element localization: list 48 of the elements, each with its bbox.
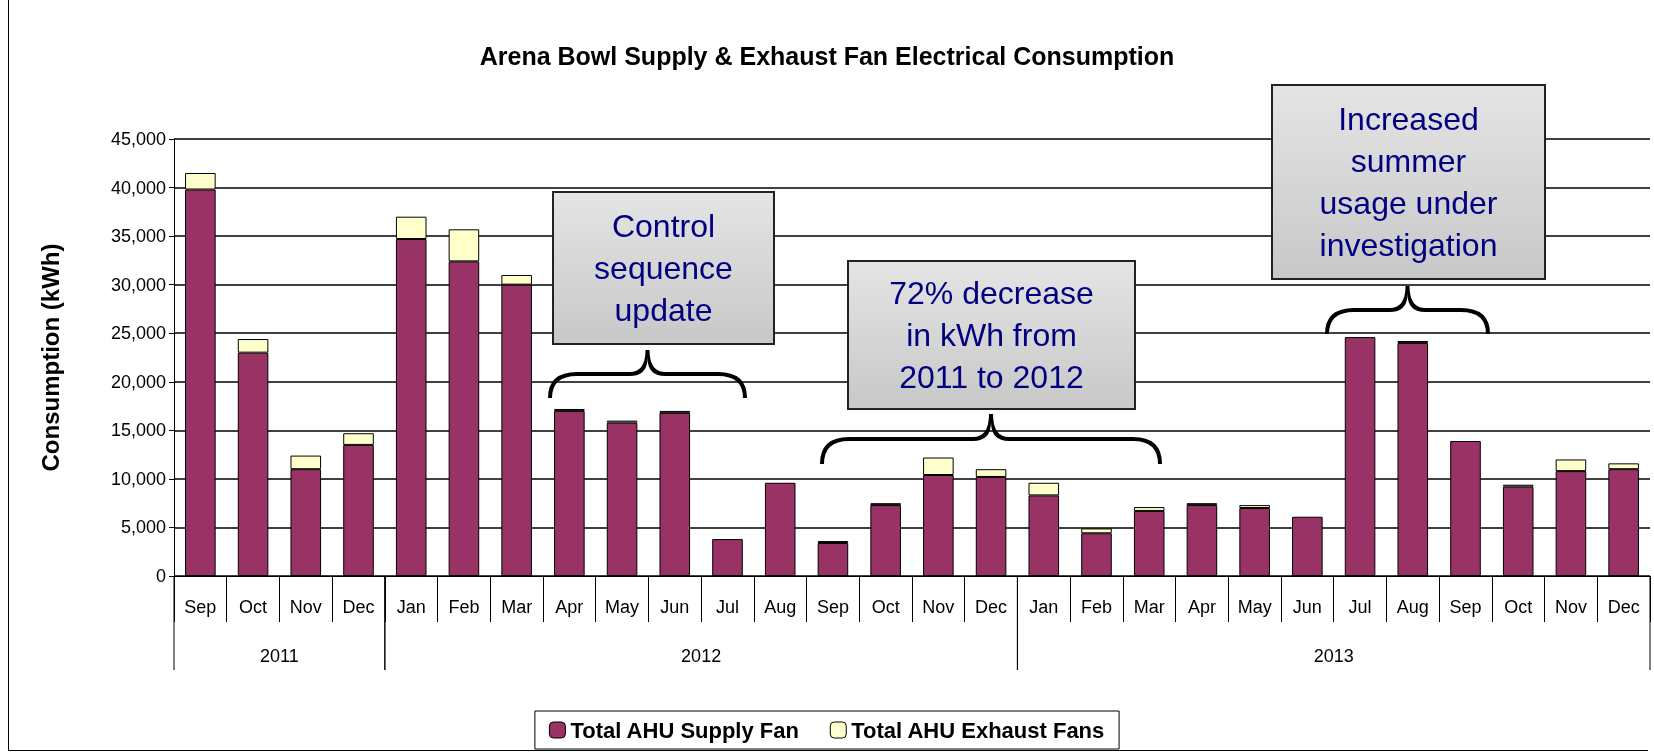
legend-label: Total AHU Supply Fan: [570, 717, 799, 743]
x-tick-label: Jan: [396, 597, 426, 617]
x-tick-label: Sep: [184, 597, 217, 617]
chart-title: Arena Bowl Supply & Exhaust Fan Electrical Consumption: [479, 41, 1175, 70]
x-tick-label: Dec: [975, 597, 1008, 617]
y-tick-label: 30,000: [110, 274, 166, 295]
x-tick-label: Nov: [1554, 597, 1587, 617]
y-tick-label: 10,000: [110, 468, 166, 489]
text: 2012: [681, 646, 722, 666]
x-tick-label: Nov: [289, 597, 322, 617]
y-tick-label: 20,000: [110, 371, 166, 392]
y-tick-label: 40,000: [110, 177, 166, 198]
x-tick-label: Dec: [342, 597, 375, 617]
x-tick-label: Oct: [871, 597, 900, 617]
annotation: Increased summer usage under investigation: [1271, 84, 1546, 280]
annotation: 72% decrease in kWh from 2011 to 2012: [847, 260, 1136, 410]
x-tick-label: Jan: [1029, 597, 1059, 617]
x-tick-label: Aug: [1396, 597, 1429, 617]
x-tick-label: Oct: [239, 597, 268, 617]
x-tick-label: May: [1237, 597, 1272, 617]
x-tick-label: Apr: [1187, 597, 1216, 617]
y-axis-title: Consumption (kWh): [36, 243, 64, 472]
y-tick-label: 25,000: [110, 323, 166, 344]
y-tick-label: 0: [155, 566, 166, 586]
x-tick-label: Sep: [816, 597, 849, 617]
y-tick-label: 35,000: [110, 226, 166, 247]
x-tick-label: Sep: [1449, 597, 1482, 617]
legend-label: Total AHU Exhaust Fans: [851, 717, 1105, 743]
y-tick-label: 5,000: [120, 517, 166, 538]
x-tick-label: Nov: [922, 597, 955, 617]
text: 2011: [260, 646, 299, 666]
x-tick-label: May: [605, 597, 640, 617]
annotation: Control sequence update: [552, 191, 775, 345]
x-tick-label: Jun: [660, 597, 690, 617]
y-tick-label: 45,000: [110, 129, 166, 149]
x-tick-label: Feb: [1080, 597, 1113, 617]
y-tick-label: 15,000: [110, 420, 166, 441]
x-tick-label: Apr: [555, 597, 584, 617]
text: 2013: [1313, 646, 1354, 666]
x-tick-label: Aug: [764, 597, 797, 617]
x-tick-label: Dec: [1607, 597, 1640, 617]
x-tick-label: Jul: [715, 597, 740, 617]
x-tick-label: Mar: [1133, 597, 1165, 617]
x-tick-label: Feb: [448, 597, 480, 617]
x-tick-label: Jun: [1292, 597, 1322, 617]
x-tick-label: Oct: [1504, 597, 1533, 617]
x-tick-label: Jul: [1348, 597, 1372, 617]
x-tick-label: Mar: [501, 597, 533, 617]
